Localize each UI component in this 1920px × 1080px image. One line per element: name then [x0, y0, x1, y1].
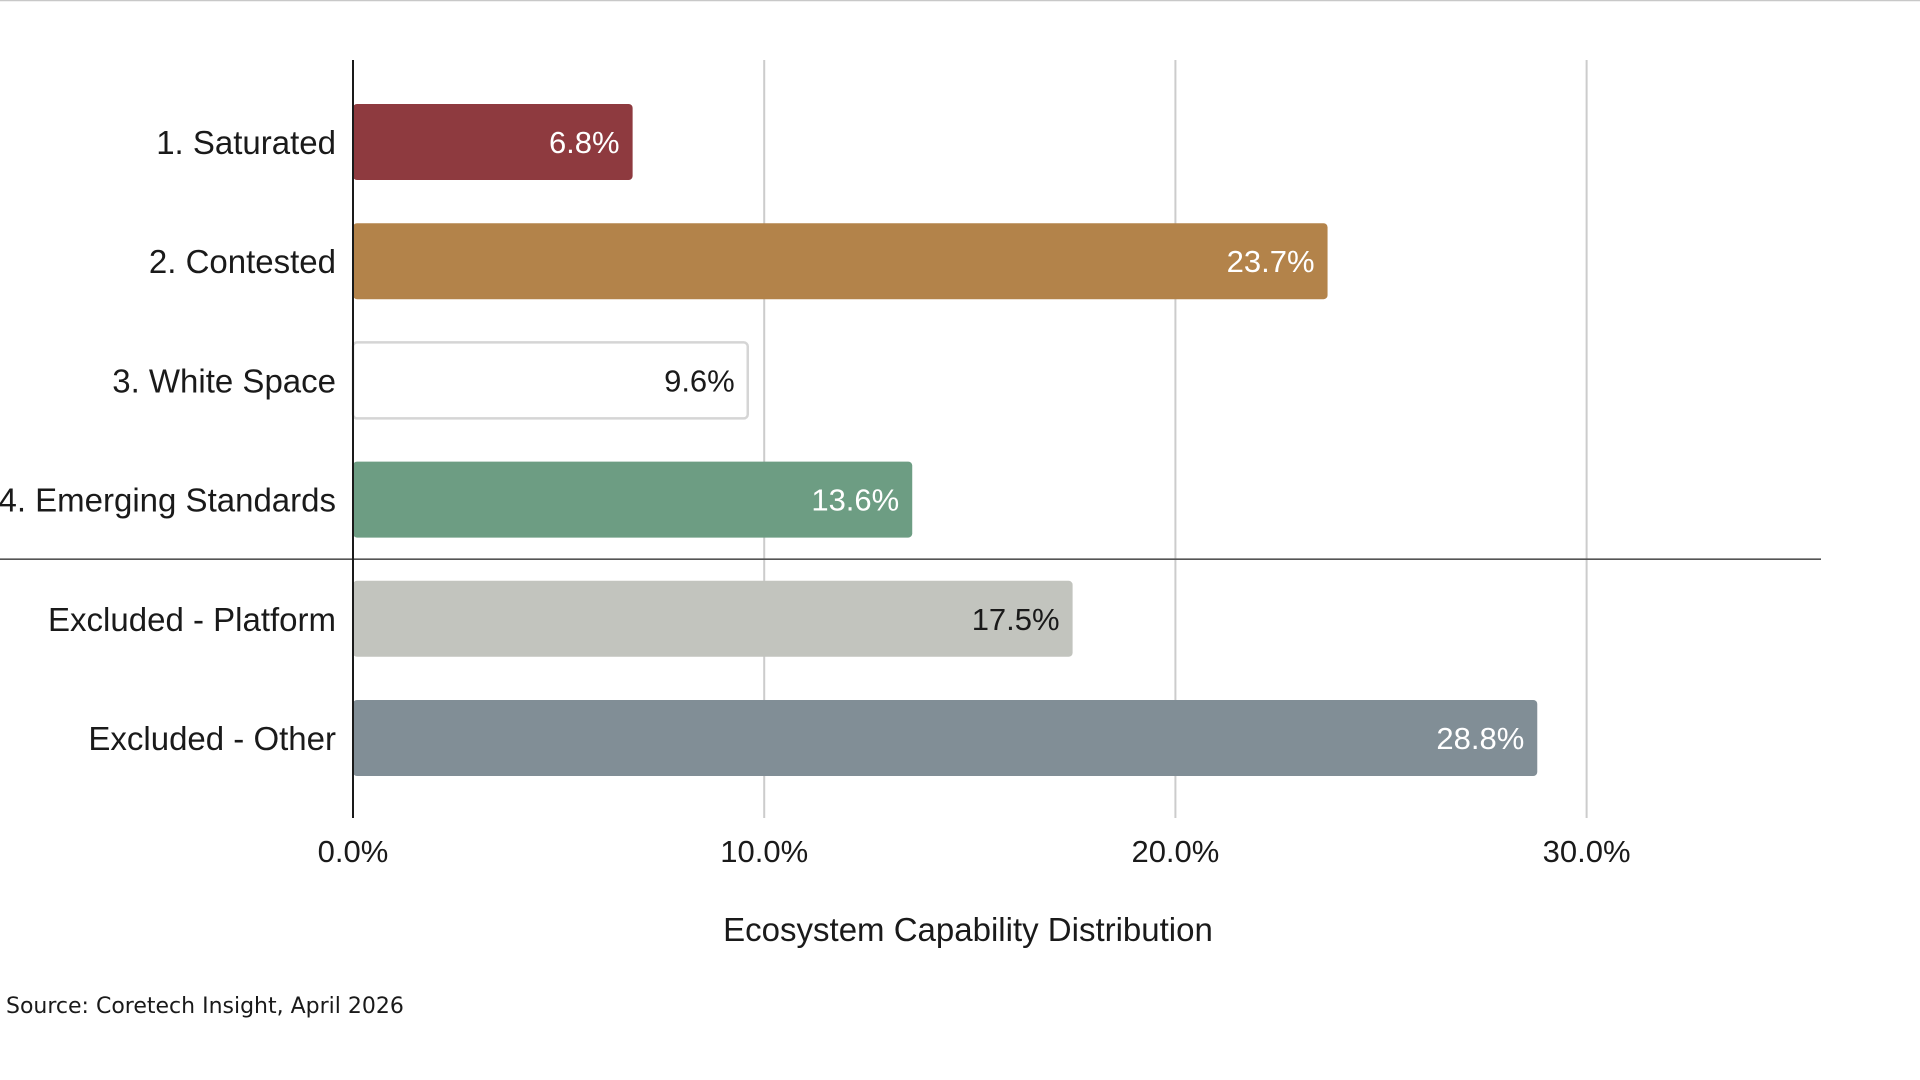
x-tick-label-1: 10.0% [720, 834, 808, 869]
value-label-4-emerging-standards: 13.6% [811, 483, 899, 518]
category-labels: 1. Saturated 2. Contested 3. White Space 4.… [0, 124, 336, 757]
bars: 6.8% 23.7% 9.6% 13.6% 17.5% 28.8% [351, 104, 1538, 776]
category-label-1-saturated: 1. Saturated [156, 124, 336, 161]
value-label-3-white-space: 9.6% [664, 363, 735, 398]
value-label-2-contested: 23.7% [1227, 244, 1315, 279]
value-label-excluded-other: 28.8% [1436, 721, 1524, 756]
bar-4-emerging-standards [353, 461, 913, 538]
category-label-excluded-other: Excluded - Other [88, 720, 336, 757]
category-label-2-contested: 2. Contested [149, 243, 336, 280]
bar-1-saturated [353, 104, 633, 180]
bar-excluded-platform [353, 580, 1073, 657]
value-label-excluded-platform: 17.5% [972, 602, 1060, 637]
bar-excluded-other [353, 700, 1538, 776]
gridlines [763, 60, 1588, 818]
x-tick-label-2: 20.0% [1131, 834, 1219, 869]
value-label-1-saturated: 6.8% [549, 125, 620, 160]
category-label-4-emerging-standards: 4. Emerging Standards [0, 482, 336, 519]
axes [0, 60, 1821, 818]
category-label-excluded-platform: Excluded - Platform [48, 601, 336, 638]
category-label-3-white-space: 3. White Space [112, 362, 336, 399]
x-tick-labels: 0.0% 10.0% 20.0% 30.0% [318, 834, 1631, 869]
x-tick-label-3: 30.0% [1543, 834, 1631, 869]
bar-2-contested [353, 223, 1328, 300]
x-axis-title: Ecosystem Capability Distribution [723, 911, 1213, 948]
source-note: Source: Coretech Insight, April 2026 [6, 994, 404, 1019]
x-tick-label-0: 0.0% [318, 834, 389, 869]
